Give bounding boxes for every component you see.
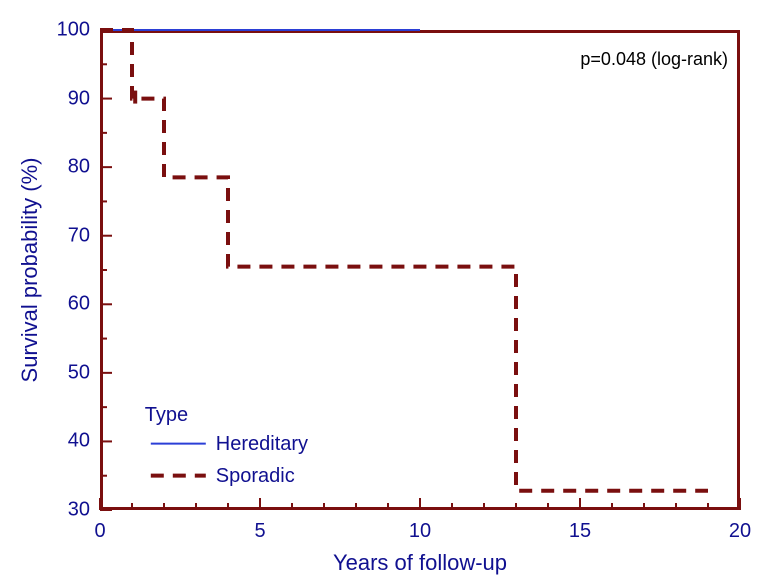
legend-item-label: Sporadic	[216, 465, 295, 488]
y-tick-label: 60	[68, 293, 90, 316]
legend-title: Type	[145, 404, 188, 427]
y-tick-label: 50	[68, 361, 90, 384]
chart-svg	[0, 0, 767, 583]
legend-item-label: Hereditary	[216, 433, 308, 456]
y-tick-label: 90	[68, 87, 90, 110]
x-tick-label: 15	[569, 520, 591, 543]
y-tick-label: 80	[68, 156, 90, 179]
y-tick-label: 40	[68, 430, 90, 453]
x-tick-label: 0	[94, 520, 105, 543]
x-tick-label: 5	[254, 520, 265, 543]
p-value-annotation: p=0.048 (log-rank)	[580, 49, 728, 70]
y-tick-label: 30	[68, 499, 90, 522]
y-tick-label: 100	[57, 19, 90, 42]
x-axis-title: Years of follow-up	[333, 550, 507, 576]
survival-chart: Years of follow-up Survival probability …	[0, 0, 767, 583]
x-tick-label: 10	[409, 520, 431, 543]
y-tick-label: 70	[68, 224, 90, 247]
series-sporadic	[100, 30, 708, 491]
x-tick-label: 20	[729, 520, 751, 543]
y-axis-title: Survival probability (%)	[17, 158, 43, 383]
